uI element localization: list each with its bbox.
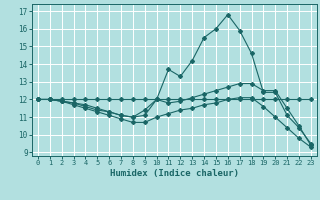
- X-axis label: Humidex (Indice chaleur): Humidex (Indice chaleur): [110, 169, 239, 178]
